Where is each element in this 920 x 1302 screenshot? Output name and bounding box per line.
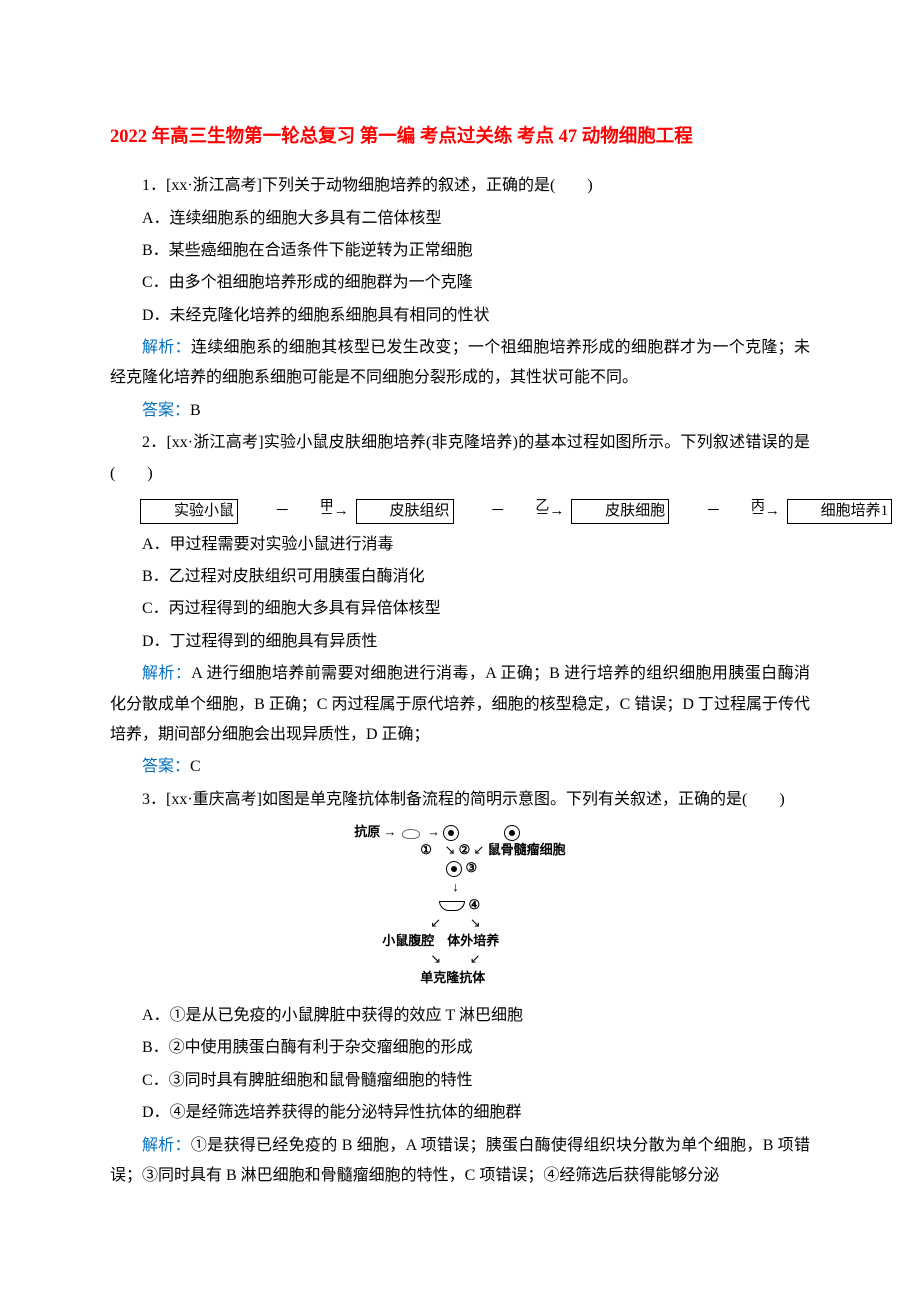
q2-explanation: 解析：A 进行细胞培养前需要对细胞进行消毒，A 正确；B 进行培养的组织细胞用胰… xyxy=(110,659,810,750)
diagram-row: ↘ ↙ xyxy=(354,950,565,968)
q3-diagram: 抗原 → → ① ↘ ② ↙ 鼠骨髓瘤细胞 ③ ↓ xyxy=(110,823,810,993)
q3-option-b: B．②中使用胰蛋白酶有利于杂交瘤细胞的形成 xyxy=(110,1033,810,1063)
q2-stem: 2．[xx·浙江高考]实验小鼠皮肤细胞培养(非克隆培养)的基本过程如图所示。下列… xyxy=(110,428,810,489)
q1-option-a: A．连续细胞系的细胞大多具有二倍体核型 xyxy=(110,204,810,234)
answer-label: 答案： xyxy=(142,758,190,775)
q3-option-d: D．④是经筛选培养获得的能分泌特异性抗体的细胞群 xyxy=(110,1098,810,1128)
answer-label: 答案： xyxy=(142,402,190,419)
q2-flow-diagram: 实验小鼠 －甲－→ 皮肤组织 －乙－→ 皮肤细胞 －丙－→ 细胞培养1 －丁－→… xyxy=(110,497,810,526)
diagram-mark: ① xyxy=(420,842,432,857)
diagram-label: 单克隆抗体 xyxy=(420,970,485,985)
q1-option-d: D．未经克隆化培养的细胞系细胞具有相同的性状 xyxy=(110,301,810,331)
q1-option-b: B．某些癌细胞在合适条件下能逆转为正常细胞 xyxy=(110,236,810,266)
page-title: 2022 年高三生物第一轮总复习 第一编 考点过关练 考点 47 动物细胞工程 xyxy=(110,120,810,155)
q2-option-d: D．丁过程得到的细胞具有异质性 xyxy=(110,627,810,657)
flow-node: 皮肤组织 xyxy=(356,499,454,524)
cell-icon xyxy=(504,825,520,841)
q3-option-c: C．③同时具有脾脏细胞和鼠骨髓瘤细胞的特性 xyxy=(110,1066,810,1096)
diagram-mark: ④ xyxy=(469,897,481,912)
diagram-row: 抗原 → → xyxy=(354,823,565,841)
explain-label: 解析： xyxy=(142,665,191,682)
arrow-icon: ↙ xyxy=(470,951,481,966)
q1-answer: 答案：B xyxy=(110,396,810,426)
q3-explanation: 解析：①是获得已经免疫的 B 细胞，A 项错误；胰蛋白酶使得组织块分散为单个细胞… xyxy=(110,1131,810,1192)
diagram-mark: ② xyxy=(459,842,471,857)
diagram-label: 抗原 → xyxy=(354,824,396,839)
answer-text: B xyxy=(190,402,201,419)
q2-option-c: C．丙过程得到的细胞大多具有异倍体核型 xyxy=(110,594,810,624)
q3-option-a: A．①是从已免疫的小鼠脾脏中获得的效应 T 淋巴细胞 xyxy=(110,1001,810,1031)
explain-text: A 进行细胞培养前需要对细胞进行消毒，A 正确；B 进行培养的组织细胞用胰蛋白酶… xyxy=(110,665,810,743)
diagram-row: ↓ xyxy=(354,878,565,896)
q2-answer: 答案：C xyxy=(110,752,810,782)
q1-explanation: 解析：连续细胞系的细胞其核型已发生改变；一个祖细胞培养形成的细胞群才为一个克隆；… xyxy=(110,333,810,394)
q3-stem: 3．[xx·重庆高考]如图是单克隆抗体制备流程的简明示意图。下列有关叙述，正确的… xyxy=(110,785,810,815)
flow-arrow: －丙－→ xyxy=(676,497,780,526)
diagram-mark: ③ xyxy=(466,860,478,875)
flow-arrow: －乙－→ xyxy=(460,497,564,526)
diagram-row: 单克隆抗体 xyxy=(354,969,565,987)
explain-label: 解析： xyxy=(142,339,191,356)
cell-icon xyxy=(446,861,462,877)
diagram-row: ④ xyxy=(354,896,565,914)
flow-node: 实验小鼠 xyxy=(140,499,238,524)
diagram-row: ① ↘ ② ↙ 鼠骨髓瘤细胞 xyxy=(354,841,565,859)
dish-icon xyxy=(439,901,465,911)
arrow-icon: ↙ xyxy=(430,915,441,930)
diagram-label: 小鼠腹腔 体外培养 xyxy=(382,933,499,948)
q1-option-c: C．由多个祖细胞培养形成的细胞群为一个克隆 xyxy=(110,268,810,298)
q1-stem: 1．[xx·浙江高考]下列关于动物细胞培养的叙述，正确的是( ) xyxy=(110,171,810,201)
flow-node: 细胞培养1 xyxy=(787,499,893,524)
arrow-icon: → xyxy=(427,824,440,839)
diagram-body: 抗原 → → ① ↘ ② ↙ 鼠骨髓瘤细胞 ③ ↓ xyxy=(354,823,565,987)
q2-option-a: A．甲过程需要对实验小鼠进行消毒 xyxy=(110,530,810,560)
flow-arrow: －丁－→ xyxy=(899,497,920,526)
diagram-row: 小鼠腹腔 体外培养 xyxy=(354,932,565,950)
answer-text: C xyxy=(190,758,201,775)
arrow-icon: ↓ xyxy=(452,879,459,894)
arrow-icon: ↘ xyxy=(444,842,455,857)
explain-text: ①是获得已经免疫的 B 细胞，A 项错误；胰蛋白酶使得组织块分散为单个细胞，B … xyxy=(110,1137,810,1184)
document-page: 2022 年高三生物第一轮总复习 第一编 考点过关练 考点 47 动物细胞工程 … xyxy=(0,0,920,1233)
diagram-row: ③ xyxy=(354,859,565,877)
flow-arrow: －甲－→ xyxy=(245,497,349,526)
mouse-icon xyxy=(400,827,424,839)
flow-node: 皮肤细胞 xyxy=(571,499,669,524)
q2-option-b: B．乙过程对皮肤组织可用胰蛋白酶消化 xyxy=(110,562,810,592)
explain-text: 连续细胞系的细胞其核型已发生改变；一个祖细胞培养形成的细胞群才为一个克隆；未经克… xyxy=(110,339,810,386)
diagram-label: 鼠骨髓瘤细胞 xyxy=(488,842,566,857)
explain-label: 解析： xyxy=(142,1137,191,1154)
cell-icon xyxy=(443,825,459,841)
arrow-icon: ↙ xyxy=(474,842,485,857)
arrow-icon: ↘ xyxy=(470,915,481,930)
arrow-icon: ↘ xyxy=(430,951,441,966)
diagram-row: ↙ ↘ xyxy=(354,914,565,932)
